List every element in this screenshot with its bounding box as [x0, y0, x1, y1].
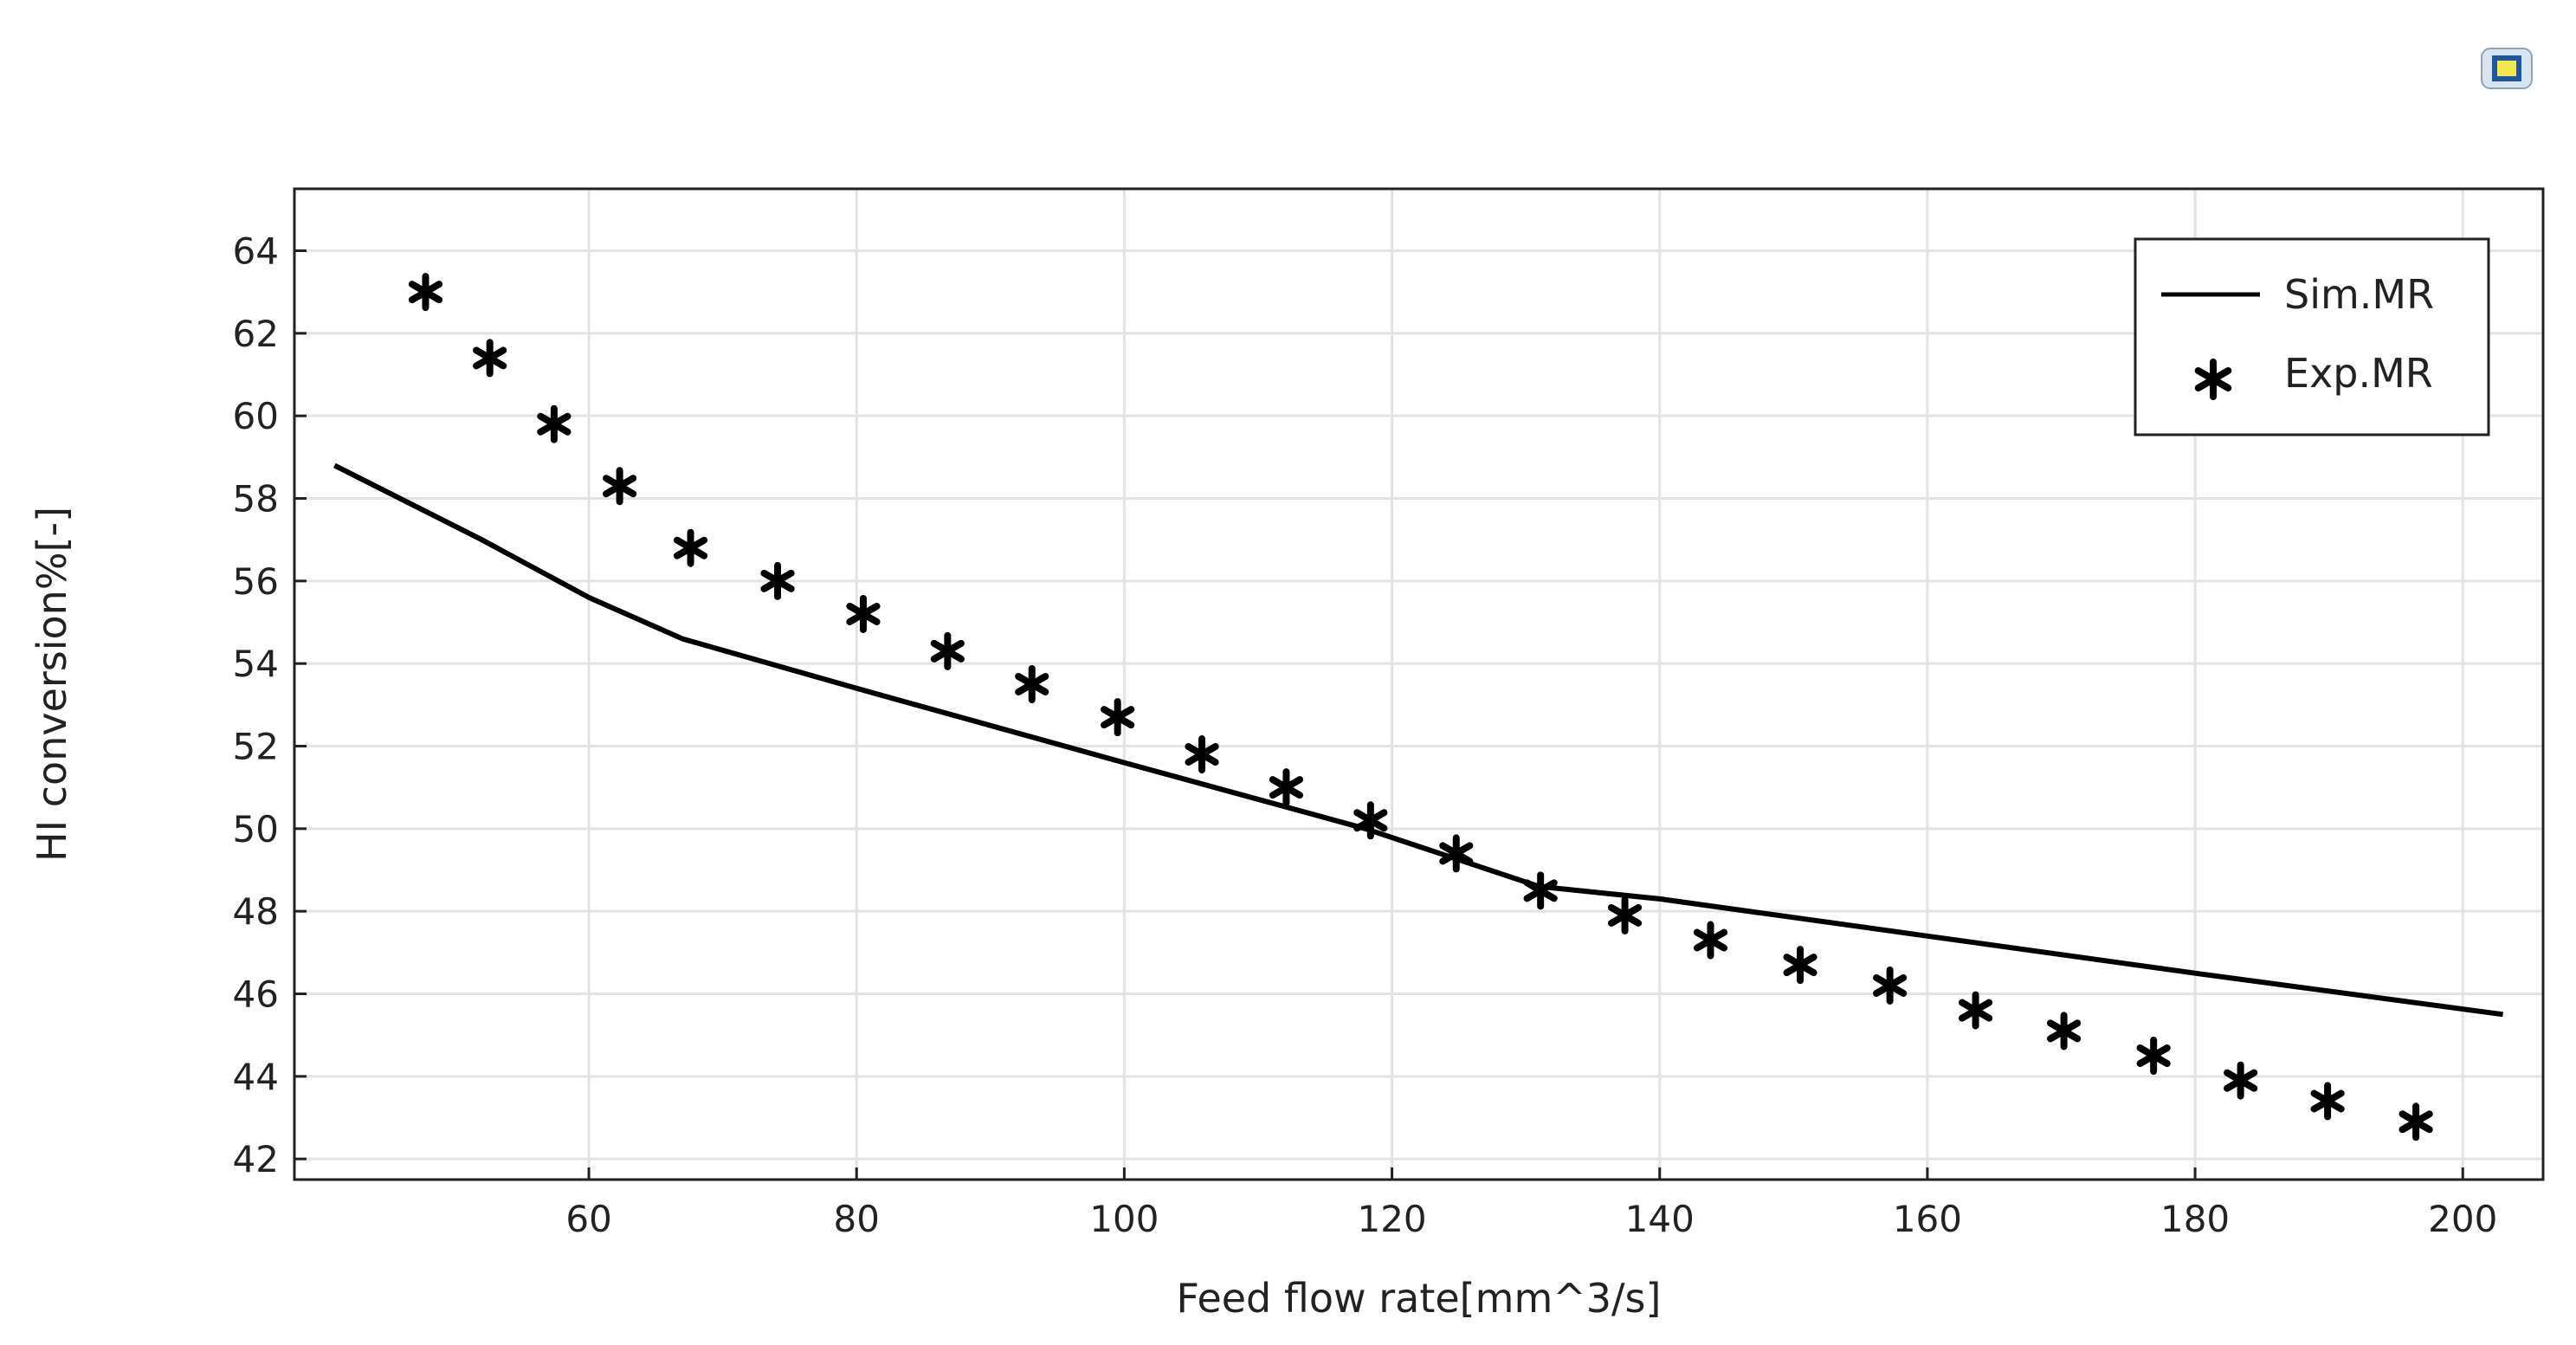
x-tick-label: 180 — [2160, 1198, 2230, 1240]
data-point-exp — [1523, 871, 1558, 910]
data-point-exp — [1101, 698, 1135, 737]
data-point-exp — [1873, 966, 1908, 1005]
camera-icon[interactable] — [2481, 48, 2533, 89]
data-point-exp — [846, 594, 881, 633]
y-tick-label: 54 — [233, 643, 279, 685]
y-tick-label: 48 — [233, 890, 279, 933]
data-point-exp — [408, 273, 443, 312]
legend-marker-swatch — [2194, 359, 2232, 400]
legend-box — [2134, 237, 2490, 436]
data-point-exp — [1185, 735, 1219, 774]
y-tick-label: 42 — [233, 1138, 279, 1180]
data-point-exp — [1269, 768, 1304, 807]
legend-label-exp: Exp.MR — [2284, 350, 2433, 397]
data-point-exp — [473, 339, 507, 378]
data-point-exp — [1958, 991, 1993, 1030]
data-point-exp — [2047, 1012, 2082, 1051]
data-point-exp — [673, 528, 708, 567]
y-tick-label: 60 — [233, 395, 279, 437]
y-tick-label: 56 — [233, 560, 279, 603]
data-point-exp — [2310, 1082, 2345, 1121]
legend: Sim.MR Exp.MR — [2134, 237, 2490, 436]
y-tick-label: 46 — [233, 973, 279, 1016]
data-point-exp — [1693, 921, 1728, 960]
data-point-exp — [2398, 1103, 2433, 1141]
y-tick-label: 58 — [233, 478, 279, 521]
data-point-exp — [930, 631, 965, 670]
legend-asterisk-icon — [2194, 359, 2232, 400]
grid — [294, 189, 2543, 1180]
tick-labels: 60 80 100 120 140 160 180 200 42 44 46 48 50 52 54 56 58… — [233, 230, 2498, 1241]
x-tick-label: 140 — [1625, 1198, 1695, 1240]
data-point-exp — [1439, 834, 1474, 873]
y-tick-label: 52 — [233, 726, 279, 768]
data-point-exp — [760, 561, 795, 600]
y-tick-label: 64 — [233, 230, 279, 273]
data-point-exp — [603, 467, 637, 506]
data-point-exp — [1607, 896, 1643, 934]
series-layer — [333, 273, 2503, 1141]
x-axis-title: Feed flow rate[mm^3/s] — [1177, 1275, 1662, 1322]
x-tick-label: 120 — [1357, 1198, 1426, 1240]
y-tick-label: 50 — [233, 808, 279, 850]
plot-frame — [293, 187, 2545, 1181]
x-tick-label: 60 — [565, 1198, 611, 1240]
x-tick-label: 200 — [2428, 1198, 2497, 1240]
y-tick-label: 44 — [233, 1056, 279, 1098]
data-point-exp — [1353, 801, 1388, 840]
data-point-exp — [2224, 1061, 2258, 1100]
data-point-exp — [1015, 665, 1049, 703]
data-point-exp — [2136, 1037, 2171, 1075]
data-point-exp — [537, 404, 571, 443]
plot-area — [293, 187, 2545, 1181]
y-tick-label: 62 — [233, 313, 279, 355]
x-tick-label: 100 — [1089, 1198, 1159, 1240]
x-tick-label: 80 — [834, 1198, 880, 1240]
legend-label-sim: Sim.MR — [2284, 271, 2434, 318]
y-axis-title: HI conversion%[-] — [29, 507, 75, 862]
series-line-sim — [333, 462, 2503, 1018]
data-point-exp — [1783, 946, 1817, 985]
x-tick-label: 160 — [1893, 1198, 1962, 1240]
